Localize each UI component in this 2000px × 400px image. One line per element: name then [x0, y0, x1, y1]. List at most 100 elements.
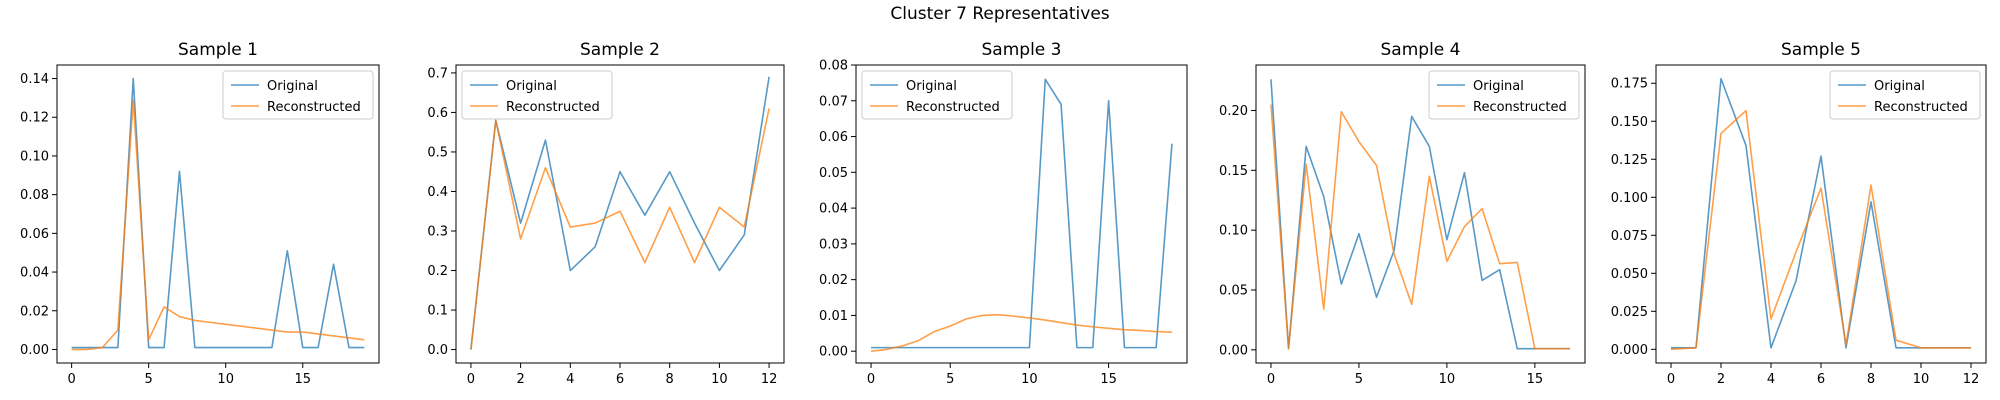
legend-label: Reconstructed	[1473, 100, 1567, 115]
x-tick-label: 4	[566, 372, 574, 387]
x-tick-label: 5	[1355, 372, 1363, 387]
y-tick-label: 0.125	[1611, 153, 1648, 168]
legend-label: Original	[906, 79, 957, 94]
series-line-reconstructed	[470, 108, 770, 350]
series-line-original	[871, 78, 1173, 349]
series-line-original	[1270, 79, 1571, 350]
legend-label: Original	[267, 79, 318, 94]
y-tick-label: 0.0	[427, 343, 448, 358]
y-tick-label: 0.12	[20, 111, 49, 126]
y-tick-label: 0.000	[1611, 343, 1648, 358]
subplot-5: Sample 5 0 2 4 6 8 10 12 0.000 0.025 0.050 0.075 0.1…	[1611, 40, 1987, 387]
series-line-reconstructed	[71, 99, 365, 351]
y-tick-label: 0.05	[819, 166, 848, 181]
y-tick-label: 0.2	[427, 264, 448, 279]
legend-label: Reconstructed	[1874, 100, 1968, 115]
y-tick-label: 0.175	[1611, 77, 1648, 92]
series-line-reconstructed	[1270, 104, 1571, 350]
legend-label: Original	[506, 79, 557, 94]
legend-box	[461, 70, 613, 120]
legend-label: Reconstructed	[267, 100, 361, 115]
x-tick-label: 10	[1439, 372, 1456, 387]
legend: Original Reconstructed	[1428, 70, 1580, 120]
y-tick-label: 0.100	[1611, 191, 1648, 206]
subplot-title: Sample 2	[580, 40, 660, 60]
y-tick-label: 0.04	[20, 266, 49, 281]
x-tick-label: 12	[761, 372, 778, 387]
y-tick-label: 0.050	[1611, 267, 1648, 282]
subplot-2: Sample 2 0 2 4 6 8 10 12 0.0 0.1 0.2 0.3 0.4 0.5 0.6 0.…	[427, 40, 785, 387]
series-line-reconstructed	[870, 313, 1172, 352]
y-tick-label: 0.4	[427, 185, 448, 200]
x-tick-label: 15	[1527, 372, 1544, 387]
subplot-title: Sample 5	[1781, 40, 1861, 60]
x-tick-label: 6	[616, 372, 624, 387]
x-tick-label: 5	[946, 372, 954, 387]
y-tick-label: 0.01	[819, 309, 848, 324]
x-tick-label: 0	[1267, 372, 1275, 387]
x-tick-label: 8	[666, 372, 674, 387]
y-tick-label: 0.02	[20, 304, 49, 319]
y-tick-label: 0.02	[819, 273, 848, 288]
y-tick-label: 0.6	[427, 106, 448, 121]
x-tick-label: 0	[1667, 372, 1675, 387]
x-tick-label: 10	[217, 372, 234, 387]
subplot-title: Sample 4	[1381, 40, 1461, 60]
y-tick-label: 0.03	[819, 237, 848, 252]
y-tick-label: 0.1	[427, 304, 448, 319]
y-tick-label: 0.20	[1219, 104, 1248, 119]
x-tick-label: 12	[1963, 372, 1980, 387]
legend-label: Original	[1473, 79, 1524, 94]
x-tick-label: 0	[867, 372, 875, 387]
axes-frame	[855, 64, 1188, 364]
x-tick-label: 2	[516, 372, 524, 387]
y-tick-label: 0.3	[427, 224, 448, 239]
y-tick-label: 0.05	[1219, 283, 1248, 298]
legend: Original Reconstructed	[861, 70, 1013, 120]
y-tick-label: 0.15	[1219, 164, 1248, 179]
subplot-4: Sample 4 0 5 10 15 0.00 0.05 0.10 0.15 0.20 Origin…	[1219, 40, 1586, 387]
y-tick-label: 0.150	[1611, 115, 1648, 130]
x-tick-label: 6	[1817, 372, 1825, 387]
y-tick-label: 0.025	[1611, 305, 1648, 320]
subplot-3: Sample 3 0 5 10 15 0.00 0.01 0.02 0.03 0.04 0.05 0.…	[819, 40, 1188, 387]
x-tick-label: 10	[1021, 372, 1038, 387]
series-line-original	[470, 76, 770, 350]
y-tick-label: 0.14	[20, 72, 49, 87]
y-tick-label: 0.04	[819, 202, 848, 217]
legend: Original Reconstructed	[461, 70, 613, 120]
figure-title: Cluster 7 Representatives	[890, 4, 1110, 24]
x-tick-label: 2	[1717, 372, 1725, 387]
legend-label: Reconstructed	[506, 100, 600, 115]
y-tick-label: 0.7	[427, 66, 448, 81]
legend: Original Reconstructed	[222, 70, 374, 120]
subplot-title: Sample 1	[178, 40, 258, 60]
y-tick-label: 0.06	[819, 130, 848, 145]
x-tick-label: 8	[1867, 372, 1875, 387]
x-tick-label: 4	[1767, 372, 1775, 387]
x-tick-label: 15	[294, 372, 311, 387]
legend-box	[222, 70, 374, 120]
y-tick-label: 0.07	[819, 94, 848, 109]
series-line-reconstructed	[1670, 109, 1971, 351]
subplot-title: Sample 3	[982, 40, 1062, 60]
legend-label: Reconstructed	[906, 100, 1000, 115]
subplot-1: Sample 1 0 5 10 15 0.00 0.02 0.04 0.06 0.08 0.10 0.…	[20, 40, 380, 387]
legend-label: Original	[1874, 79, 1925, 94]
x-tick-label: 15	[1100, 372, 1117, 387]
y-tick-label: 0.10	[20, 149, 49, 164]
x-tick-label: 5	[145, 372, 153, 387]
x-tick-label: 10	[711, 372, 728, 387]
y-tick-label: 0.00	[1219, 343, 1248, 358]
legend-box	[1829, 70, 1981, 120]
y-tick-label: 0.10	[1219, 224, 1248, 239]
y-tick-label: 0.5	[427, 145, 448, 160]
axes-frame	[56, 64, 380, 364]
y-tick-label: 0.08	[819, 59, 848, 74]
legend-box	[861, 70, 1013, 120]
x-tick-label: 0	[467, 372, 475, 387]
y-tick-label: 0.08	[20, 188, 49, 203]
y-tick-label: 0.00	[20, 343, 49, 358]
x-tick-label: 10	[1913, 372, 1930, 387]
legend-box	[1428, 70, 1580, 120]
